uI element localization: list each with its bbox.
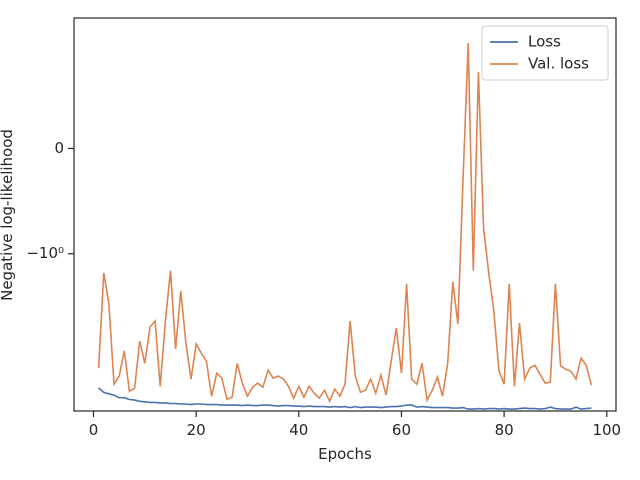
- axes-frame: [73, 17, 617, 412]
- line-series: [98, 387, 592, 410]
- y-tick-label: −10⁰: [26, 244, 64, 262]
- legend: Loss Val. loss: [481, 25, 609, 81]
- line-series: [97, 43, 593, 404]
- x-tick-label: 60: [392, 421, 411, 439]
- y-axis-label: Negative log-likelihood: [0, 129, 16, 301]
- legend-label: Loss: [528, 33, 561, 51]
- legend-label: Val. loss: [528, 55, 589, 73]
- x-tick-label: 0: [89, 421, 99, 439]
- x-tick-label: 100: [592, 421, 621, 439]
- x-axis-label: Epochs: [318, 445, 372, 463]
- x-tick-label: 20: [187, 421, 206, 439]
- legend-box: [481, 25, 609, 81]
- x-tick-label: 40: [289, 421, 308, 439]
- x-tick-label: 80: [495, 421, 514, 439]
- y-tick-label: 0: [54, 139, 64, 157]
